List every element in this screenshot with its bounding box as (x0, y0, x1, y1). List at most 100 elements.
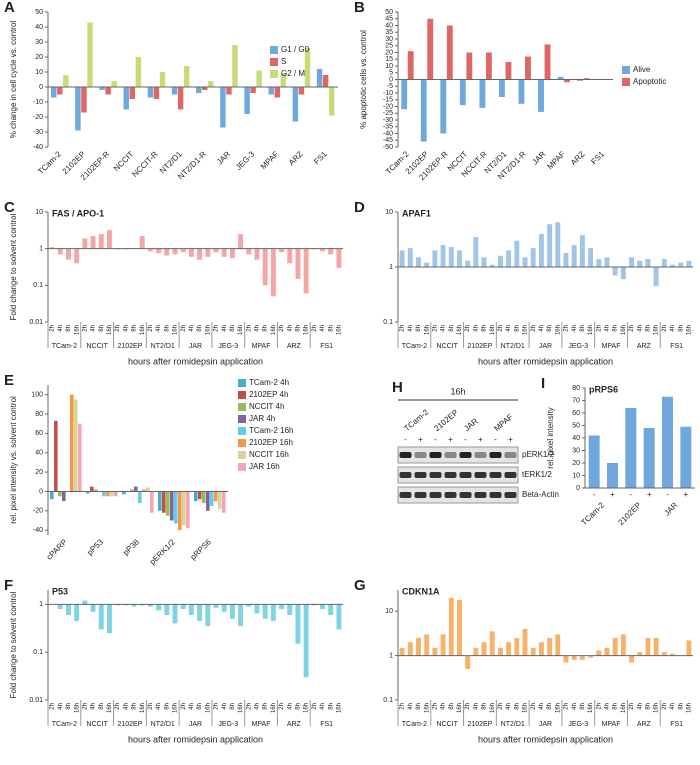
y-axis-title: rel. pixel intensity (546, 407, 555, 468)
sub-tick-label: 2h (50, 325, 56, 332)
bar (81, 87, 87, 113)
y-tick-label: 1 (39, 246, 43, 253)
y-tick-label: 80 (35, 411, 43, 418)
y-tick-label: 10 (35, 209, 43, 216)
sub-tick-label: 4h (506, 325, 512, 332)
y-tick-label: 0.1 (33, 282, 43, 289)
bar (481, 642, 487, 656)
y-tick-label: 25 (385, 43, 393, 50)
bar (287, 604, 293, 615)
x-tick-label: ARZ (569, 149, 587, 167)
sub-tick-label: 8h (514, 703, 520, 710)
bar (57, 604, 63, 610)
bar (571, 655, 577, 660)
sub-tick-label: 16h (621, 325, 627, 335)
sub-tick-label: 2h (432, 703, 438, 710)
bar (653, 267, 659, 287)
bar (138, 491, 142, 504)
panel-label: B (354, 0, 365, 16)
sub-tick-label: 4h (670, 703, 676, 710)
bar (238, 604, 244, 627)
bar (485, 52, 492, 80)
bar (274, 87, 280, 98)
y-tick-label: 20 (385, 49, 393, 56)
x-tick-label: pP38 (121, 537, 141, 557)
bar (538, 642, 544, 656)
y-tick-label: -20 (33, 508, 43, 515)
blot-strip (397, 486, 519, 504)
bar (544, 44, 551, 80)
bar (98, 604, 104, 630)
sub-tick-label: 2h (531, 325, 537, 332)
bar (596, 650, 602, 656)
sub-tick-label: 8h (99, 703, 105, 710)
sub-tick-label: 8h (613, 325, 619, 332)
y-tick-label: 35 (385, 29, 393, 36)
bar (129, 87, 135, 99)
sub-tick-label: 16h (336, 325, 342, 335)
x-tick-label: MPAF (259, 149, 281, 171)
bar (246, 248, 252, 255)
sub-tick-label: 2h (279, 703, 285, 710)
bar (244, 87, 250, 114)
bar (238, 234, 244, 249)
blot-group: MPAF (492, 412, 514, 433)
x-tick-label: TCam-2 (52, 721, 77, 728)
bar (142, 489, 146, 492)
group-label: JAR (663, 500, 680, 517)
x-tick-label: 2102EP (117, 721, 142, 728)
bar (571, 245, 577, 267)
sub-tick-label: 4h (408, 703, 414, 710)
y-tick-label: 20 (572, 460, 580, 467)
bar (51, 87, 57, 98)
sub-tick-label: 4h (637, 325, 643, 332)
sub-tick-label: 8h (164, 703, 170, 710)
bar (686, 260, 692, 267)
bar (180, 604, 186, 610)
bar (156, 604, 162, 611)
bar (625, 408, 637, 488)
sub-tick-label: 2h (312, 325, 318, 332)
x-tick-label: NT2/D1 (501, 721, 525, 728)
panel-label: I (541, 375, 545, 392)
sub-tick-label: 4h (189, 325, 195, 332)
sub-tick-label: 4h (222, 703, 228, 710)
sub-tick-label: 16h (173, 703, 179, 713)
sub-tick-label: 16h (205, 325, 211, 335)
blot-band (414, 452, 427, 458)
bar (612, 267, 618, 276)
sub-tick-label: 8h (99, 325, 105, 332)
sub-tick-label: 2h (50, 703, 56, 710)
chart-title: APAF1 (402, 208, 431, 218)
x-tick-label: cPARP (45, 538, 69, 562)
sub-tick-label: 16h (74, 703, 80, 713)
x-tick-label: ARZ (637, 343, 652, 350)
bar (130, 489, 134, 492)
sub-tick-label: 4h (572, 325, 578, 332)
bar (564, 79, 570, 83)
y-tick-label: -40 (33, 527, 43, 534)
bar (287, 248, 293, 264)
sub-tick-label: 2h (498, 703, 504, 710)
x-tick-label: ARZ (287, 721, 302, 728)
legend-label: NCCIT 16h (249, 450, 289, 459)
bar (87, 22, 93, 87)
bar (54, 420, 58, 492)
bar (172, 248, 178, 255)
bar (530, 248, 536, 267)
sub-tick-label: 8h (613, 703, 619, 710)
sub-tick-label: 4h (506, 703, 512, 710)
sub-tick-label: 4h (605, 703, 611, 710)
y-tick-label: -30 (383, 117, 393, 124)
bar (607, 463, 618, 488)
bar (246, 604, 252, 607)
y-axis-title: % change in cell cycle vs. control (9, 21, 18, 139)
bar (612, 637, 618, 656)
sub-tick-label: 4h (539, 703, 545, 710)
y-tick-label: -20 (33, 114, 43, 121)
bar (147, 248, 153, 252)
bar (489, 264, 495, 267)
legend-label: NCCIT 4h (249, 402, 284, 411)
sub-tick-label: 4h (441, 703, 447, 710)
